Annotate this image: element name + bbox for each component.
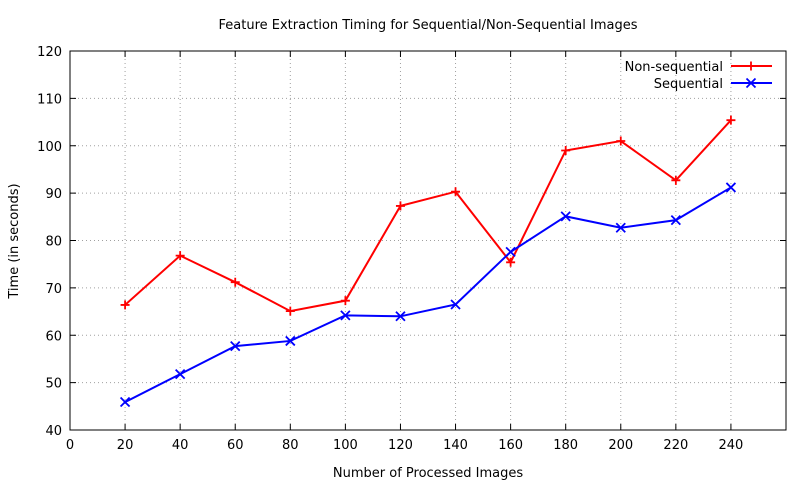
data-point-sequential bbox=[450, 299, 461, 310]
legend: Non-sequential Sequential bbox=[625, 60, 772, 92]
x-tick-label: 60 bbox=[227, 438, 244, 453]
series-line-sequential bbox=[124, 186, 732, 403]
data-point-non-sequential bbox=[616, 136, 626, 146]
data-point-sequential bbox=[725, 182, 737, 193]
data-point-non-sequential bbox=[451, 187, 461, 197]
data-point-sequential bbox=[505, 246, 516, 258]
series-layer bbox=[119, 115, 737, 408]
x-tick-label: 20 bbox=[117, 438, 134, 453]
data-point-sequential bbox=[560, 211, 571, 222]
data-point-non-sequential bbox=[340, 296, 350, 306]
data-point-sequential bbox=[340, 310, 351, 321]
x-tick-label: 140 bbox=[443, 438, 468, 453]
x-tick-label: 40 bbox=[172, 438, 189, 453]
y-tick-label: 90 bbox=[45, 187, 62, 202]
data-point-sequential bbox=[175, 368, 186, 380]
data-point-non-sequential bbox=[120, 300, 130, 310]
y-axis-label: Time (in seconds) bbox=[7, 183, 22, 299]
data-point-sequential bbox=[285, 335, 296, 347]
legend-swatch-sequential bbox=[731, 77, 772, 89]
data-point-non-sequential bbox=[671, 175, 681, 185]
legend-swatch-non-sequential bbox=[731, 61, 772, 71]
data-point-non-sequential bbox=[230, 277, 240, 287]
legend-label-non-sequential: Non-sequential bbox=[625, 60, 723, 75]
legend-label-sequential: Sequential bbox=[654, 77, 723, 92]
data-point-sequential bbox=[119, 396, 131, 408]
data-point-sequential bbox=[670, 214, 681, 226]
chart-title: Feature Extraction Timing for Sequential… bbox=[219, 18, 638, 33]
x-tick-label: 240 bbox=[719, 438, 744, 453]
data-point-non-sequential bbox=[175, 251, 185, 261]
y-tick-label: 70 bbox=[45, 282, 62, 297]
legend-marker-sequential bbox=[745, 77, 757, 89]
x-tick-label: 180 bbox=[553, 438, 578, 453]
data-point-non-sequential bbox=[506, 257, 516, 267]
x-tick-label: 160 bbox=[498, 438, 523, 453]
x-tick-label: 220 bbox=[663, 438, 688, 453]
y-tick-label: 80 bbox=[45, 235, 62, 250]
data-point-sequential bbox=[230, 341, 241, 352]
axis-ticks: 0 20 40 60 80 100 120 140 160 180 200 220 240 40 50 60 7… bbox=[37, 45, 786, 453]
legend-marker-non-sequential bbox=[746, 61, 756, 71]
y-tick-label: 60 bbox=[45, 329, 62, 344]
y-tick-label: 120 bbox=[37, 45, 62, 60]
x-tick-label: 100 bbox=[333, 438, 358, 453]
x-tick-label: 80 bbox=[282, 438, 299, 453]
y-tick-label: 40 bbox=[45, 424, 62, 439]
y-tick-label: 100 bbox=[37, 140, 62, 155]
series-line-non-sequential bbox=[124, 119, 732, 313]
y-tick-label: 110 bbox=[37, 92, 62, 107]
x-axis-label: Number of Processed Images bbox=[333, 466, 523, 481]
data-point-non-sequential bbox=[726, 115, 736, 125]
data-point-non-sequential bbox=[561, 145, 571, 155]
data-point-non-sequential bbox=[285, 306, 295, 316]
x-tick-label: 0 bbox=[66, 438, 74, 453]
data-point-sequential bbox=[395, 311, 406, 322]
series-sequential bbox=[119, 182, 737, 408]
grid bbox=[70, 51, 786, 430]
x-tick-label: 120 bbox=[388, 438, 413, 453]
data-point-non-sequential bbox=[395, 201, 405, 211]
y-tick-label: 50 bbox=[45, 377, 62, 392]
series-non-sequential bbox=[120, 115, 736, 316]
data-point-sequential bbox=[615, 222, 626, 233]
x-tick-label: 200 bbox=[608, 438, 633, 453]
